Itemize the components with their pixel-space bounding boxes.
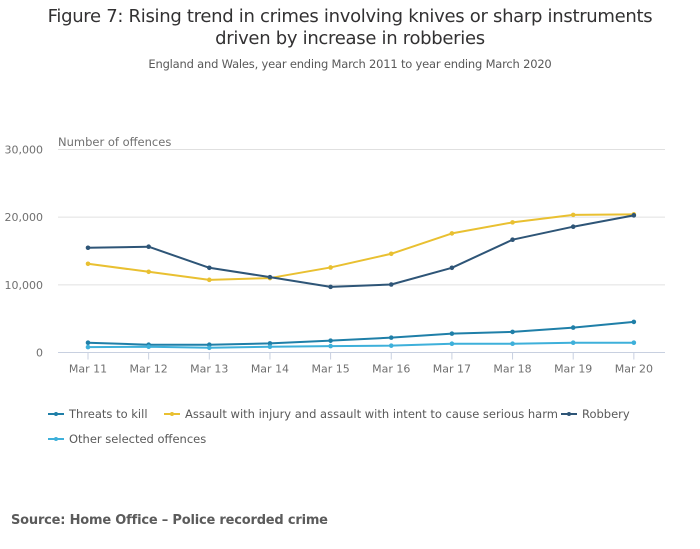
data-point [328,265,333,270]
legend-label: Threats to kill [69,407,148,421]
x-axis: Mar 11 Mar 12 Mar 13 Mar 14 Mar 15 Mar 16 Mar … [58,352,665,376]
legend-swatch-threats-to-kill [48,411,64,416]
legend-swatch-assault-with-injury [164,411,180,416]
series-assault-with-injury-and-assault-with-intent-to-cause-serious-harm [85,212,637,283]
series-robbery [85,213,637,290]
y-tick-label: 10,000 [5,279,44,292]
y-tick-label: 20,000 [5,211,44,224]
data-point [388,335,394,340]
x-tick-label: Mar 11 [69,363,107,376]
data-point [449,231,455,236]
chart-title-line-2: driven by increase in robberies [215,28,485,49]
data-point [207,277,212,283]
data-point [146,269,151,275]
data-point [207,265,212,271]
y-tick-label: 0 [36,347,43,360]
data-point [146,244,151,250]
data-point [267,344,273,350]
data-point [570,224,576,230]
data-point [328,343,333,349]
data-point [85,344,91,350]
x-tick-label: Mar 13 [190,363,228,376]
legend-swatch-robbery [561,411,577,416]
data-point [388,282,394,287]
data-point [85,261,91,267]
data-point [267,341,273,346]
data-point [449,265,455,271]
data-point [631,213,637,218]
data-point [570,325,576,330]
data-point [510,341,515,347]
x-tick-label: Mar 12 [130,363,168,376]
x-tick-label: Mar 14 [251,363,289,376]
series-line [87,213,634,281]
x-tick-label: Mar 20 [615,363,653,376]
series-other-selected-offences [85,340,637,351]
data-point [267,274,273,280]
legend-item-threats-to-kill[interactable]: Threats to kill [48,407,148,421]
x-tick-label: Mar 15 [311,363,349,376]
legend-label: Robbery [582,407,630,421]
legend-label: Other selected offences [69,432,207,446]
x-tick-label: Mar 16 [372,363,410,376]
legend-item-other-selected-offences[interactable]: Other selected offences [48,432,206,446]
source-note: Source: Home Office – Police recorded cr… [11,513,328,528]
data-point [449,331,455,336]
legend-label: Assault with injury and assault with int… [185,407,558,421]
legend-item-robbery[interactable]: Robbery [561,407,630,421]
data-point [388,251,394,257]
data-point [631,340,637,345]
data-point [570,340,576,345]
legend-swatch-other-selected-offences [48,436,64,441]
legend-item-assault-with-injury[interactable]: Assault with injury and assault with int… [164,407,558,421]
data-point [510,329,515,335]
series-line [87,214,635,288]
data-point [510,237,515,242]
series-lines [85,212,637,351]
data-point [85,245,91,251]
chart-title-line-1: Figure 7: Rising trend in crimes involvi… [47,6,653,27]
data-point [510,220,515,225]
series-line [87,341,634,349]
data-point [207,345,212,351]
chart-subtitle: England and Wales, year ending March 201… [148,57,552,71]
x-tick-label: Mar 17 [433,363,471,376]
chart-title: Figure 7: Rising trend in crimes involvi… [0,6,700,50]
data-point [570,212,576,218]
data-point [146,344,151,350]
x-tick-label: Mar 18 [493,363,531,376]
data-point [388,343,394,348]
y-axis-label: Number of offences [58,135,171,149]
y-axis-ticks: 0 10,000 20,000 30,000 [5,144,44,360]
data-point [328,338,333,343]
line-chart: 0 10,000 20,000 30,000 Number of offences M… [5,135,665,376]
data-point [85,340,91,345]
series-line [87,320,634,346]
x-tick-label: Mar 19 [554,363,592,376]
data-point [449,341,455,347]
gridlines [58,149,665,286]
y-tick-label: 30,000 [5,144,44,157]
data-point [631,319,637,325]
data-point [328,284,333,290]
